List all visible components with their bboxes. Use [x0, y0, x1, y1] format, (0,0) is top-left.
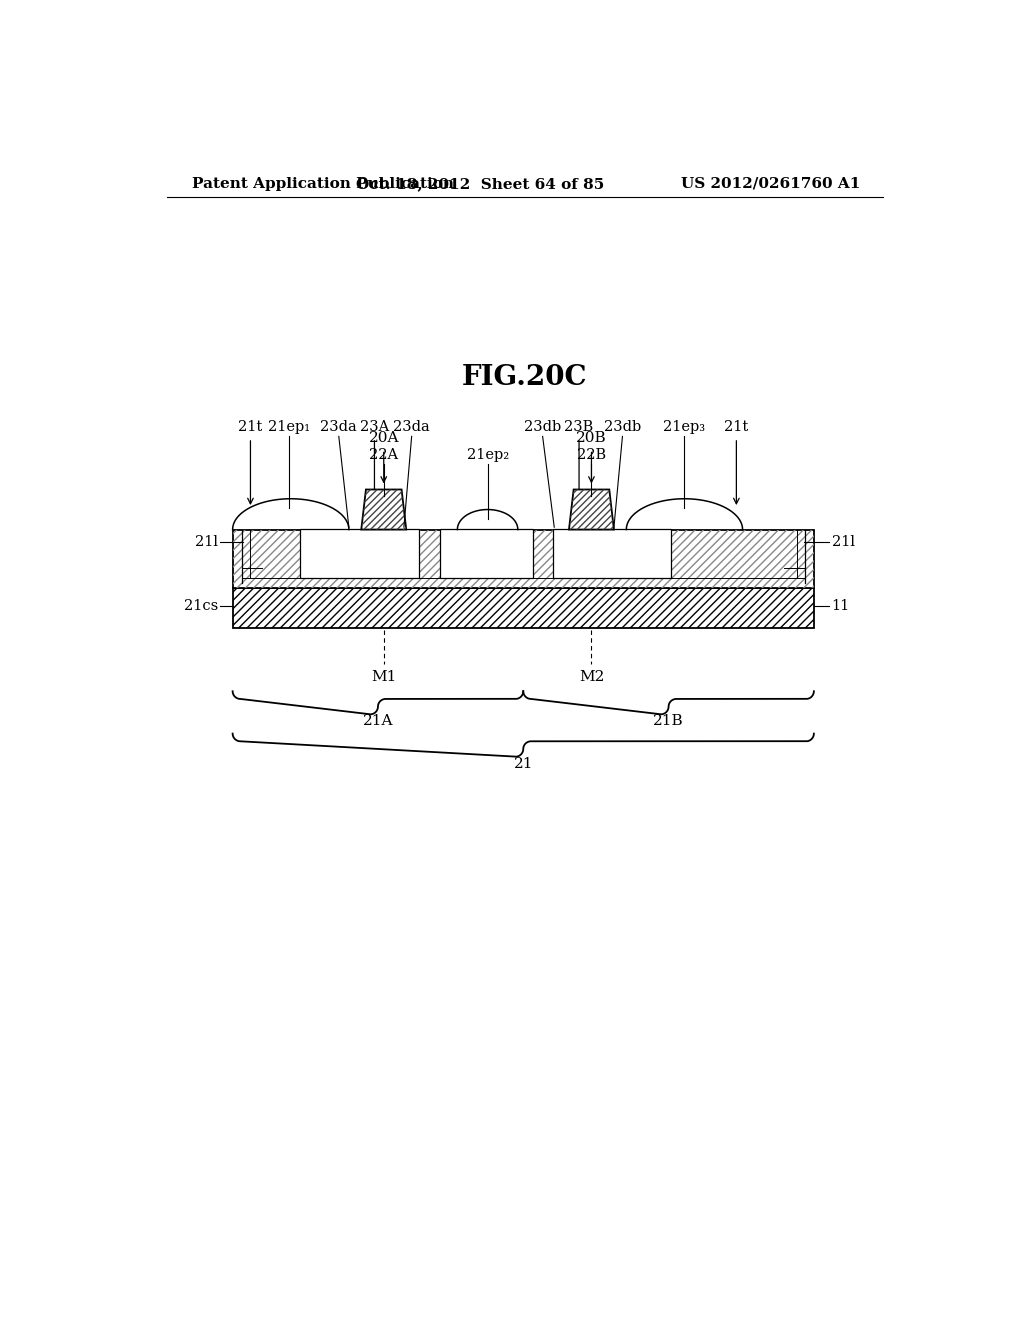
Text: 21l: 21l	[831, 535, 855, 549]
Text: 21B: 21B	[653, 714, 684, 729]
Text: US 2012/0261760 A1: US 2012/0261760 A1	[681, 177, 860, 191]
Text: 22B: 22B	[577, 447, 606, 462]
Text: Patent Application Publication: Patent Application Publication	[191, 177, 454, 191]
Text: 20B: 20B	[577, 430, 607, 445]
Text: 11: 11	[831, 599, 850, 612]
Text: 23db: 23db	[604, 420, 641, 434]
Text: 22A: 22A	[370, 447, 398, 462]
Polygon shape	[361, 490, 407, 529]
Text: 23da: 23da	[321, 420, 357, 434]
Bar	[553, 529, 671, 578]
Text: Oct. 18, 2012  Sheet 64 of 85: Oct. 18, 2012 Sheet 64 of 85	[356, 177, 605, 191]
Text: 21: 21	[513, 756, 534, 771]
Bar	[439, 529, 532, 578]
Text: 20A: 20A	[369, 430, 399, 445]
Text: 21l: 21l	[195, 535, 218, 549]
Text: M1: M1	[371, 669, 396, 684]
Text: 21A: 21A	[362, 714, 393, 729]
Polygon shape	[569, 490, 614, 529]
Bar	[232, 589, 814, 628]
Text: 21t: 21t	[724, 420, 749, 434]
Text: 21cs: 21cs	[183, 599, 218, 612]
Text: 21ep₃: 21ep₃	[664, 420, 706, 434]
Bar	[300, 529, 420, 578]
Text: 23A: 23A	[359, 420, 389, 434]
Bar	[232, 589, 814, 628]
Bar	[232, 529, 814, 589]
Text: 21t: 21t	[239, 420, 262, 434]
Text: 21ep₁: 21ep₁	[268, 420, 310, 434]
Text: FIG.20C: FIG.20C	[462, 364, 588, 391]
Text: M2: M2	[579, 669, 604, 684]
Text: 23B: 23B	[564, 420, 594, 434]
Text: 21ep₂: 21ep₂	[467, 447, 509, 462]
Text: 23db: 23db	[524, 420, 561, 434]
Bar	[232, 529, 814, 589]
Text: 23da: 23da	[393, 420, 430, 434]
